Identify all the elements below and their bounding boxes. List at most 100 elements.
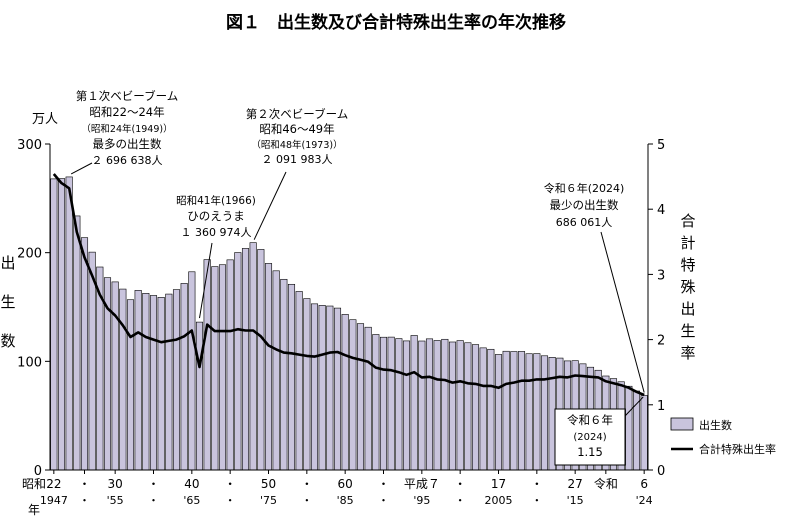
births-bar <box>142 293 150 471</box>
min_births-text: 令和６年(2024) <box>544 181 625 195</box>
births-bar <box>387 336 395 471</box>
births-bar <box>395 338 403 471</box>
births-bar <box>264 263 273 471</box>
left-axis-label-char: 出 <box>0 254 15 272</box>
births-bar <box>379 336 388 471</box>
births-bar <box>280 278 288 471</box>
x-era-label: 昭和 <box>22 477 46 491</box>
boom1-text: ２ 696 638人 <box>92 154 163 167</box>
births-bar <box>341 314 349 471</box>
births-bar <box>471 344 480 471</box>
x-tick-top-label: 17 <box>491 477 506 491</box>
min_births-text: 最少の出生数 <box>550 198 619 212</box>
births-bar <box>226 259 234 471</box>
births-bar <box>57 178 66 471</box>
births-bar <box>65 176 73 471</box>
x-tick-bottom-label: 1947 <box>40 494 68 507</box>
x-tick-top-label: 30 <box>108 477 123 491</box>
births-bar <box>188 271 196 471</box>
births-bar <box>410 335 418 471</box>
births-bar <box>165 293 173 471</box>
births-bar <box>272 270 280 471</box>
births-bar <box>326 305 334 471</box>
x-tick-bottom-label: '55 <box>107 494 124 507</box>
x-tick-bottom-label: ・ <box>225 494 236 507</box>
x-year-unit-label: 年 <box>28 503 40 517</box>
x-tick-bottom-label: '95 <box>413 494 430 507</box>
left-tick-label: 200 <box>17 247 42 262</box>
boom2-pointer <box>253 171 287 240</box>
births-bar <box>195 321 204 471</box>
right-axis-label-char: 合 <box>680 212 695 230</box>
x-tick-top-label: ・ <box>454 477 466 491</box>
boom2-text: 第２次ベビーブーム <box>246 107 348 121</box>
legend-rate-label: 合計特殊出生率 <box>699 442 776 456</box>
right-tick-label: 0 <box>657 464 665 479</box>
births-bar <box>433 340 441 471</box>
births-bar <box>234 252 242 471</box>
births-bar <box>464 342 472 471</box>
births-bar <box>356 323 365 471</box>
left-axis-label-char: 生 <box>0 293 15 311</box>
x-tick-top-label: 27 <box>568 477 583 491</box>
x-tick-top-label: 22 <box>46 477 61 491</box>
births-bar <box>241 248 250 471</box>
births-bar <box>303 298 311 471</box>
right-tick-label: 1 <box>657 399 665 414</box>
x-tick-top-label: 6 <box>640 477 648 491</box>
x-tick-top-label: ・ <box>301 477 313 491</box>
x-tick-bottom-label: '85 <box>337 494 354 507</box>
births-bars <box>50 176 648 471</box>
births-bar <box>448 341 457 471</box>
x-tick-top-label: 60 <box>338 477 353 491</box>
legend: 出生数 合計特殊出生率 <box>670 417 776 456</box>
births-bar <box>111 281 119 471</box>
right-tick-label: 4 <box>657 203 665 218</box>
axes: 0100200300012345221947・・30'55・・40'65・・50… <box>17 138 665 517</box>
min-tfr-box <box>554 408 626 466</box>
x-tick-bottom-label: 2005 <box>485 494 513 507</box>
hinoe-text: １ 360 974人 <box>181 226 252 239</box>
x-tick-bottom-label: '65 <box>183 494 200 507</box>
births-bar <box>218 264 227 471</box>
births-bar <box>425 338 434 471</box>
right-axis-label: 合計特殊出生率 <box>680 212 695 362</box>
births-bar <box>510 351 518 471</box>
x-tick-bottom-label: ・ <box>79 494 90 507</box>
left-axis-unit: 万人 <box>32 112 58 127</box>
births-bar <box>180 283 188 471</box>
right-axis-label-char: 率 <box>680 344 695 362</box>
x-tick-bottom-label: ・ <box>301 494 312 507</box>
births-bar <box>88 251 96 471</box>
births-bar <box>126 299 135 471</box>
right-axis-label-char: 生 <box>680 322 695 340</box>
boom1-text: 最多の出生数 <box>93 137 162 151</box>
births-bar <box>172 289 181 471</box>
min-tfr-text: 令和６年 <box>567 413 613 427</box>
right-axis-label-char: 出 <box>680 300 695 318</box>
right-tick-label: 2 <box>657 334 665 349</box>
births-bar <box>456 340 464 471</box>
boom2-text: ２ 091 983人 <box>262 153 333 166</box>
boom1-pointer <box>70 162 93 175</box>
births-bar <box>632 390 641 471</box>
births-bar <box>441 338 449 471</box>
births-bar <box>364 326 372 471</box>
births-bar <box>640 395 648 471</box>
births-bar <box>333 307 342 471</box>
births-bar <box>249 242 257 471</box>
boom1-text: 第１次ベビーブーム <box>76 89 178 103</box>
boom2-text: 昭和46～49年 <box>259 122 334 136</box>
births-bar <box>203 259 211 471</box>
births-bar <box>318 305 326 471</box>
x-tick-bottom-label: ・ <box>378 494 389 507</box>
x-tick-bottom-label: ・ <box>148 494 159 507</box>
x-tick-top-label: ・ <box>224 477 236 491</box>
births-bar <box>418 340 426 471</box>
hinoe-text: ひのえうま <box>187 209 245 223</box>
right-axis-label-char: 殊 <box>680 278 695 296</box>
x-tick-top-label: ・ <box>147 477 159 491</box>
births-bar <box>525 353 533 471</box>
